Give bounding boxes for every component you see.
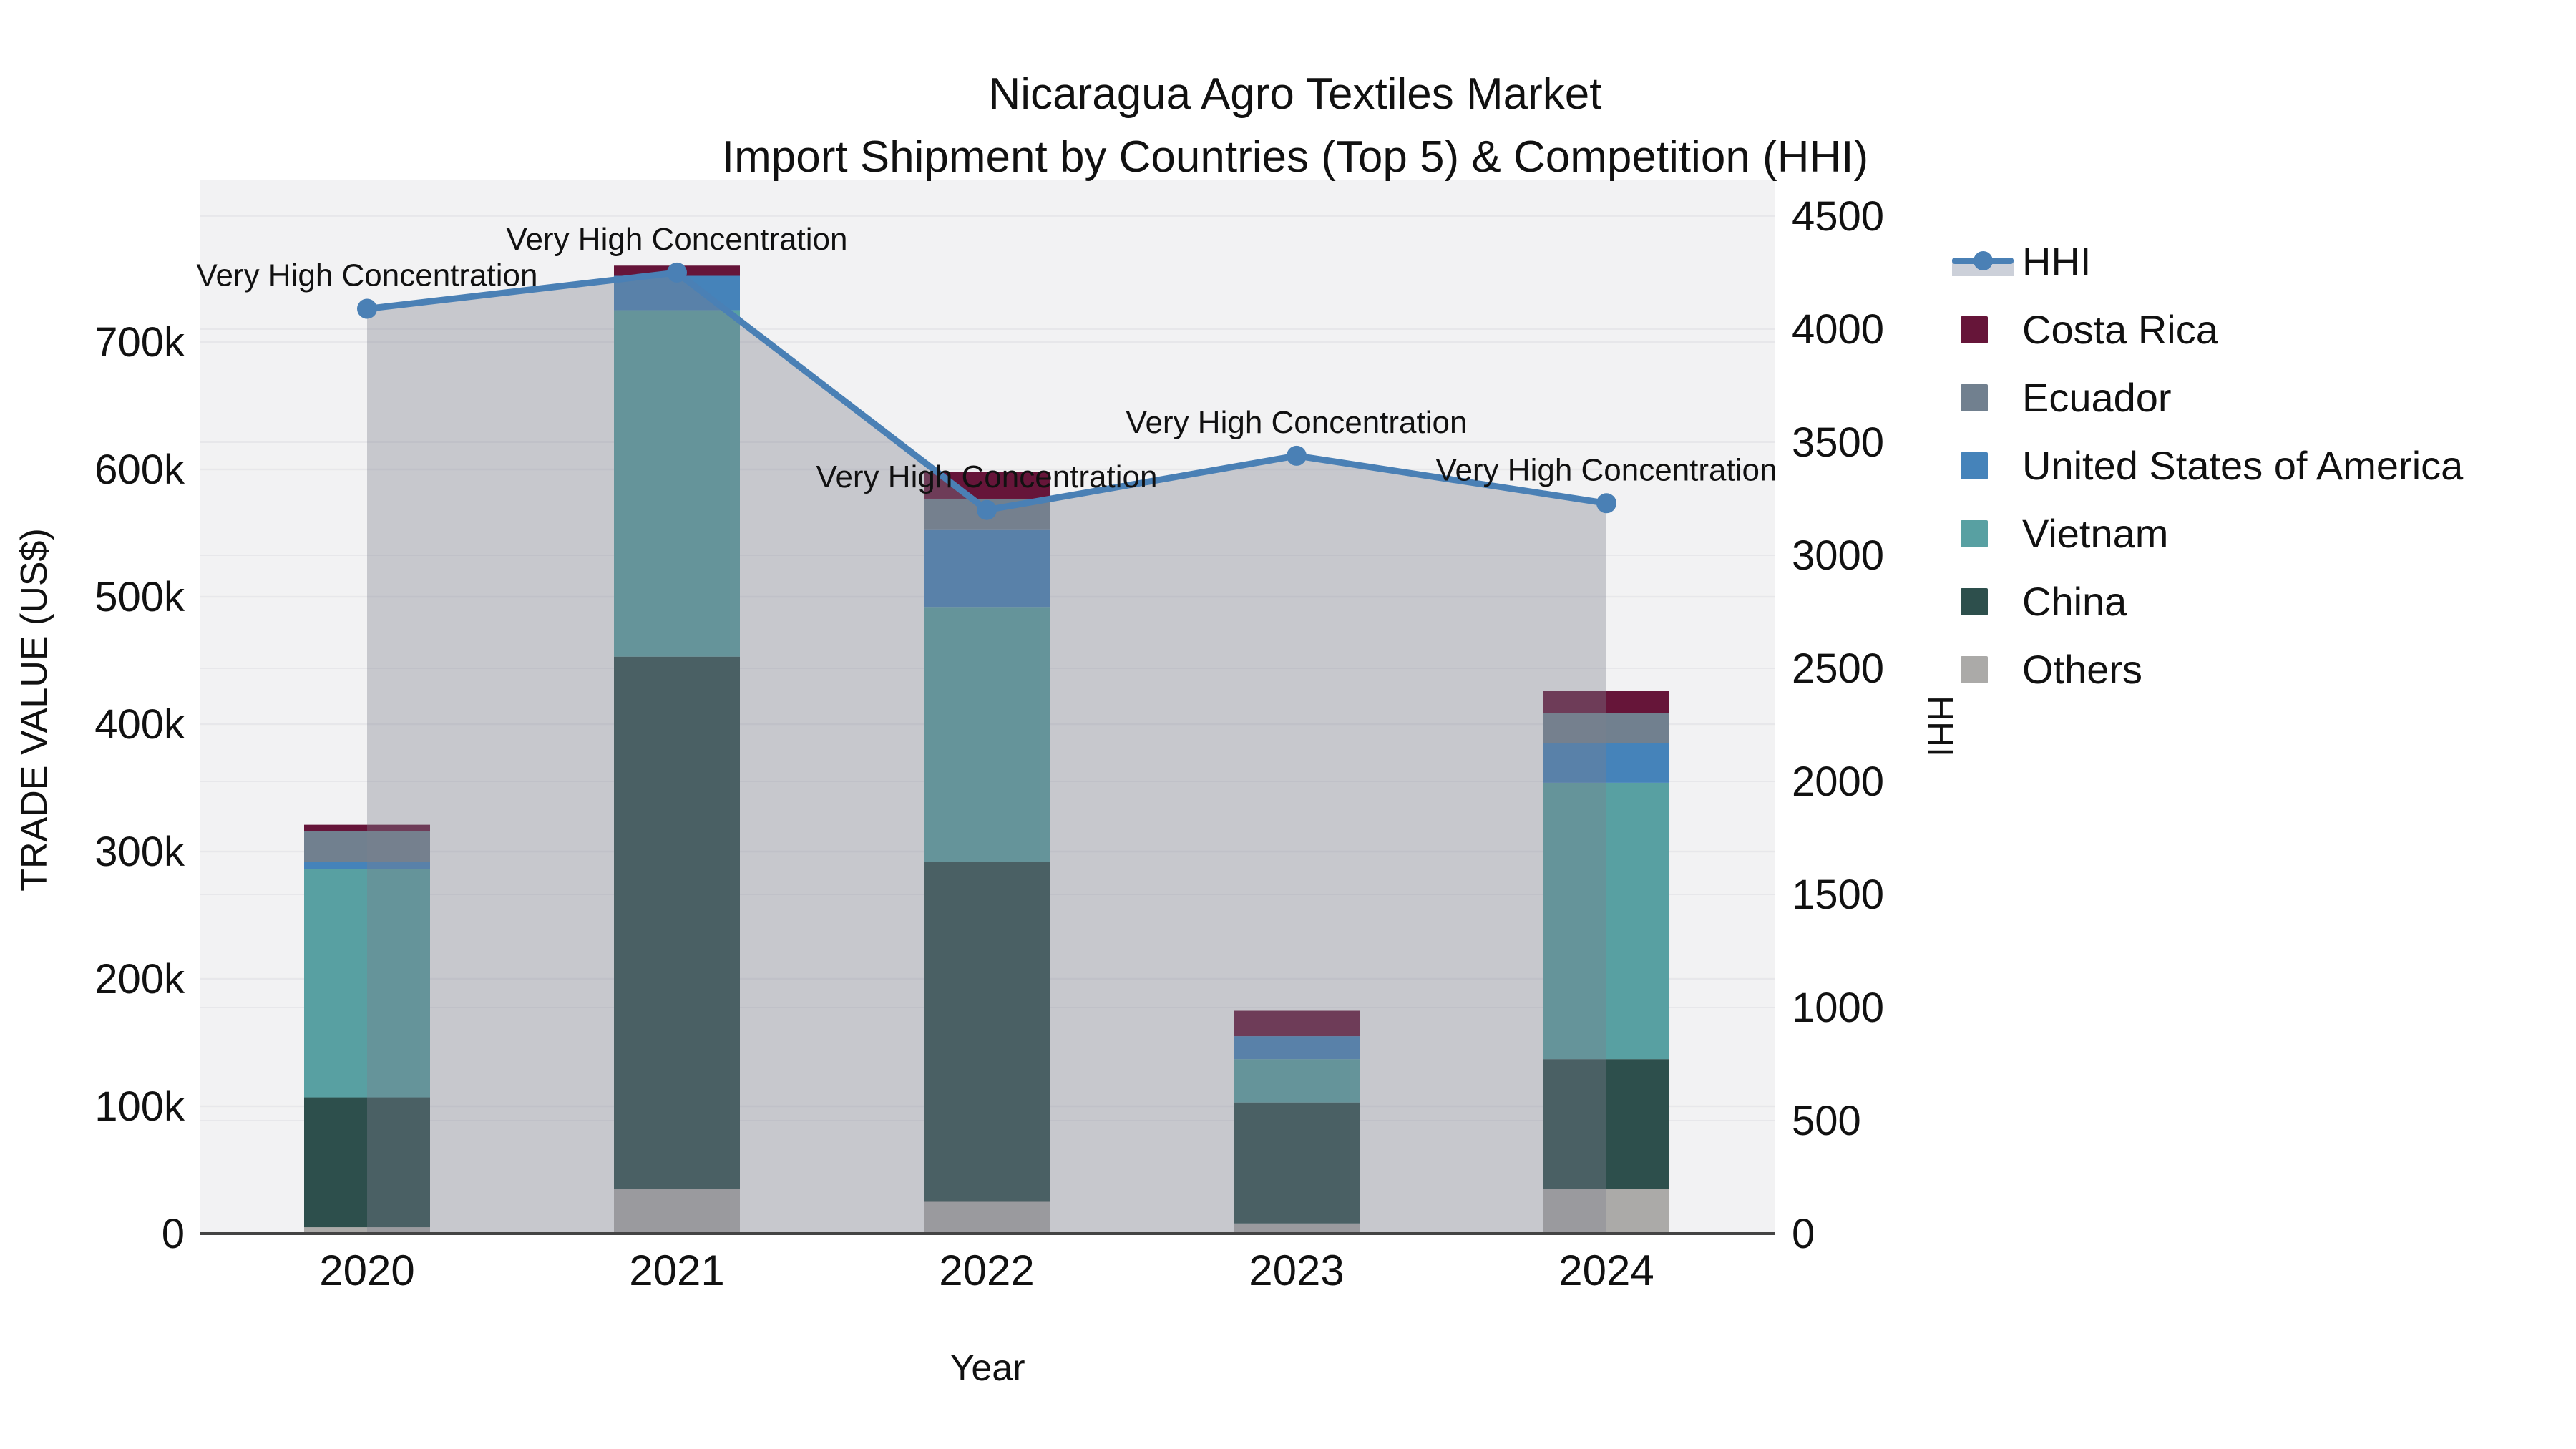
swatch-icon	[1961, 452, 1988, 479]
hhi-annotation-2022: Very High Concentration	[816, 459, 1158, 494]
y2-tick-label: 0	[1792, 1211, 1815, 1257]
bar-segment-others-2021[interactable]	[614, 1189, 740, 1234]
legend-item-china[interactable]: China	[1952, 567, 2463, 635]
legend-color-swatch	[1952, 444, 2014, 487]
y1-axis-title: TRADE VALUE (US$)	[14, 528, 55, 892]
bar-segment-vietnam-2024[interactable]	[1543, 782, 1669, 1060]
x-tick-label-2024: 2024	[1558, 1246, 1654, 1294]
swatch-icon	[1961, 316, 1988, 343]
bar-segment-others-2022[interactable]	[924, 1201, 1050, 1234]
legend-color-swatch	[1952, 580, 2014, 623]
x-tick-label-2021: 2021	[629, 1246, 724, 1294]
hhi-annotation-2023: Very High Concentration	[1126, 405, 1468, 440]
bar-segment-costa-rica-2024[interactable]	[1543, 691, 1669, 713]
x-tick-label-2022: 2022	[939, 1246, 1034, 1294]
bar-segment-china-2024[interactable]	[1543, 1059, 1669, 1189]
hhi-annotation-2020: Very High Concentration	[197, 258, 538, 293]
legend-item-vietnam[interactable]: Vietnam	[1952, 499, 2463, 567]
bar-segment-united-states-of-america-2022[interactable]	[924, 529, 1050, 608]
bar-segment-china-2020[interactable]	[304, 1097, 430, 1228]
swatch-icon	[1961, 655, 1988, 683]
legend-color-swatch	[1952, 376, 2014, 419]
bar-segment-others-2020[interactable]	[304, 1227, 430, 1234]
bar-segment-united-states-of-america-2024[interactable]	[1543, 743, 1669, 783]
legend-color-swatch	[1952, 512, 2014, 555]
bar-segment-china-2023[interactable]	[1234, 1102, 1360, 1224]
hhi-marker-2020[interactable]	[357, 298, 377, 319]
y2-tick-label: 2500	[1792, 645, 1884, 692]
hhi-annotation-2021: Very High Concentration	[507, 222, 848, 257]
bar-segment-united-states-of-america-2020[interactable]	[304, 862, 430, 869]
legend-hhi-line-sample	[1952, 240, 2014, 283]
x-tick-label-2020: 2020	[319, 1246, 414, 1294]
bar-segment-ecuador-2020[interactable]	[304, 831, 430, 862]
bar-segment-china-2022[interactable]	[924, 862, 1050, 1202]
y1-tick-label: 0	[162, 1211, 185, 1257]
hhi-annotation-2024: Very High Concentration	[1436, 452, 1777, 487]
legend-label: HHI	[2022, 239, 2092, 284]
legend: HHI Costa Rica Ecuador United States of Ame…	[1952, 228, 2463, 703]
y2-tick-label: 1000	[1792, 985, 1884, 1031]
y1-tick-label: 100k	[94, 1083, 185, 1130]
chart-title: Nicaragua Agro Textiles Market Import Sh…	[0, 63, 2576, 189]
swatch-icon	[1961, 384, 1988, 411]
hhi-marker-2024[interactable]	[1596, 493, 1616, 514]
bar-segment-costa-rica-2023[interactable]	[1234, 1010, 1360, 1037]
legend-label: China	[2022, 579, 2127, 624]
legend-label: Vietnam	[2022, 511, 2169, 556]
y1-tick-label: 700k	[94, 319, 185, 366]
chart-title-line1: Nicaragua Agro Textiles Market	[988, 69, 1602, 119]
legend-item-others[interactable]: Others	[1952, 635, 2463, 703]
bar-segment-china-2021[interactable]	[614, 656, 740, 1189]
bar-segment-vietnam-2023[interactable]	[1234, 1059, 1360, 1103]
legend-color-swatch	[1952, 648, 2014, 691]
legend-item-hhi[interactable]: HHI	[1952, 228, 2463, 296]
y2-tick-label: 1500	[1792, 872, 1884, 918]
bar-segment-ecuador-2024[interactable]	[1543, 713, 1669, 743]
bar-segment-united-states-of-america-2023[interactable]	[1234, 1036, 1360, 1060]
y2-tick-label: 4500	[1792, 193, 1884, 240]
legend-label: Ecuador	[2022, 375, 2172, 420]
y1-tick-label: 500k	[94, 574, 185, 620]
hhi-marker-2022[interactable]	[977, 499, 997, 520]
y1-tick-label: 400k	[94, 701, 185, 748]
y2-tick-label: 3000	[1792, 532, 1884, 579]
legend-label: Others	[2022, 647, 2143, 692]
bar-segment-others-2023[interactable]	[1234, 1223, 1360, 1234]
swatch-icon	[1961, 587, 1988, 615]
hhi-area-fill	[367, 272, 1606, 1234]
x-axis-title: Year	[950, 1347, 1025, 1389]
y2-tick-label: 2000	[1792, 758, 1884, 805]
bar-segment-others-2024[interactable]	[1543, 1189, 1669, 1234]
y2-tick-label: 3500	[1792, 419, 1884, 466]
x-tick-label-2023: 2023	[1249, 1246, 1344, 1294]
hhi-sample-dot-icon	[1974, 250, 1993, 270]
legend-label: Costa Rica	[2022, 307, 2218, 352]
legend-item-costa-rica[interactable]: Costa Rica	[1952, 296, 2463, 364]
legend-color-swatch	[1952, 308, 2014, 351]
y2-tick-label: 4000	[1792, 306, 1884, 353]
bar-segment-vietnam-2020[interactable]	[304, 869, 430, 1098]
y2-tick-label: 500	[1792, 1098, 1861, 1144]
chart-title-line2: Import Shipment by Countries (Top 5) & C…	[721, 132, 1869, 182]
bar-segment-vietnam-2022[interactable]	[924, 607, 1050, 862]
legend-label: United States of America	[2022, 443, 2464, 488]
y1-tick-label: 200k	[94, 956, 185, 1002]
legend-item-united-states-of-america[interactable]: United States of America	[1952, 431, 2463, 499]
legend-item-ecuador[interactable]: Ecuador	[1952, 364, 2463, 431]
bar-segment-costa-rica-2020[interactable]	[304, 824, 430, 831]
y1-tick-label: 600k	[94, 447, 185, 493]
bar-segment-vietnam-2021[interactable]	[614, 310, 740, 657]
hhi-marker-2023[interactable]	[1287, 445, 1307, 466]
y1-tick-label: 300k	[94, 829, 185, 875]
swatch-icon	[1961, 519, 1988, 547]
hhi-marker-2021[interactable]	[667, 262, 687, 283]
